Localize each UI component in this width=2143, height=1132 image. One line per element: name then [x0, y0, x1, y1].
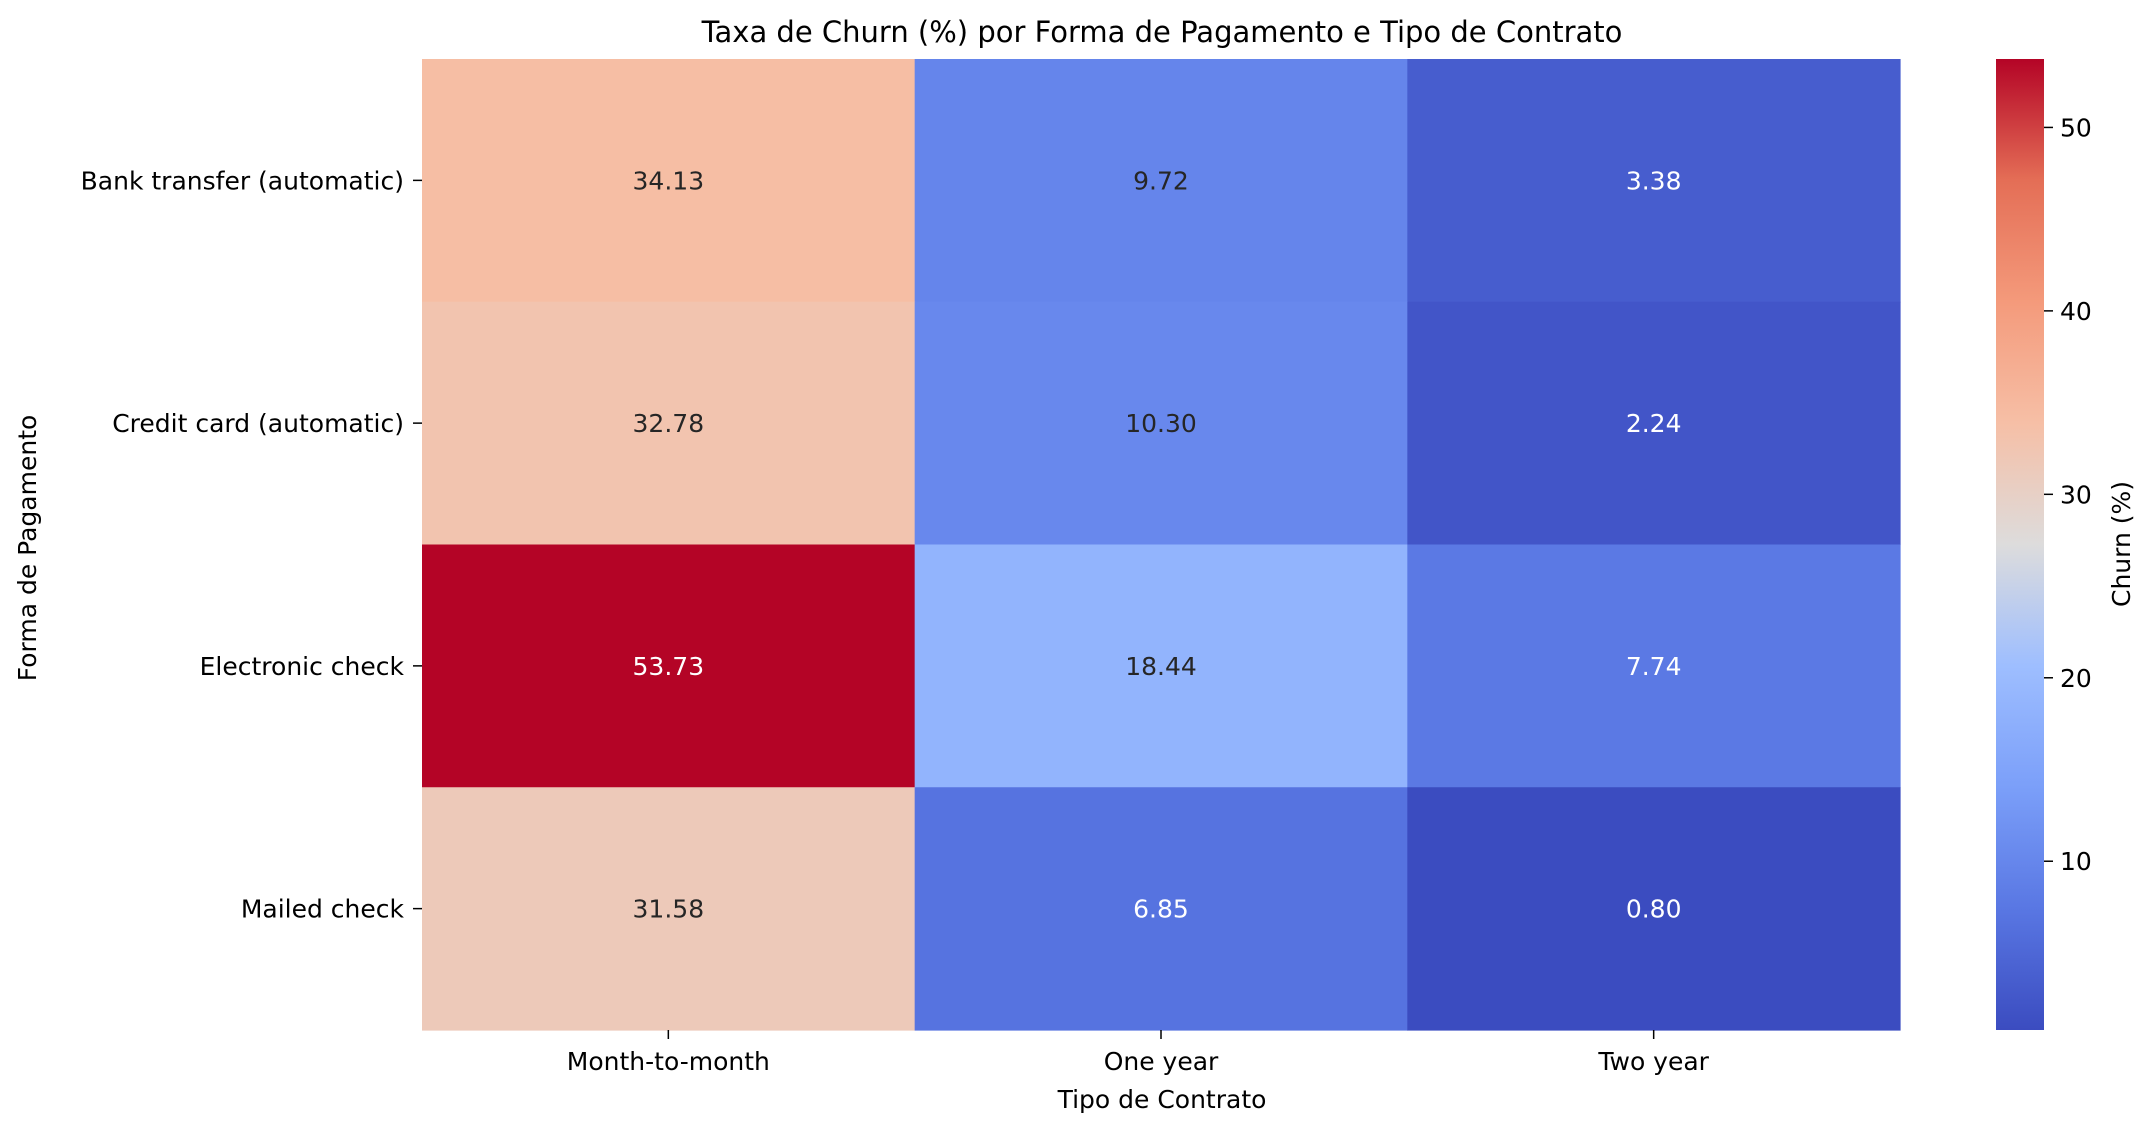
cell-value-label: 34.13	[633, 166, 705, 195]
cell-value-label: 10.30	[1125, 409, 1197, 438]
heatmap-cell	[914, 59, 1408, 303]
cell-value-labels: 34.13 9.72 3.38 32.78 10.30 2.24 53.73 18.44 7.7…	[633, 166, 1682, 923]
colorbar-tick-label: 30	[2060, 480, 2092, 509]
x-axis-label: Tipo de Contrato	[1057, 1085, 1267, 1114]
cell-value-label: 0.80	[1626, 895, 1682, 924]
heatmap-cell	[1407, 301, 1901, 546]
heatmap-cell	[914, 787, 1408, 1031]
cell-value-label: 18.44	[1125, 652, 1197, 681]
heatmap-cell	[422, 787, 916, 1031]
colorbar-ticks: 10 20 30 40 50	[2044, 113, 2092, 876]
heatmap-cell	[1407, 59, 1901, 303]
heatmap-cell	[1407, 544, 1901, 788]
heatmap-cells	[422, 59, 1901, 1031]
y-tick-label: Bank transfer (automatic)	[81, 166, 404, 195]
x-tick-label: Month-to-month	[567, 1047, 770, 1076]
colorbar: 10 20 30 40 50 Churn (%)	[1996, 59, 2136, 1030]
x-axis: Month-to-month One year Two year	[567, 1030, 1710, 1076]
cell-value-label: 2.24	[1626, 409, 1682, 438]
colorbar-tick-label: 10	[2060, 847, 2092, 876]
cell-value-label: 9.72	[1133, 166, 1189, 195]
heatmap-cell	[914, 301, 1408, 546]
heatmap-cell	[422, 544, 916, 788]
colorbar-tick-label: 40	[2060, 297, 2092, 326]
colorbar-label: Churn (%)	[2107, 481, 2136, 607]
y-axis: Bank transfer (automatic) Credit card (au…	[81, 166, 422, 924]
y-axis-label: Forma de Pagamento	[13, 415, 42, 682]
heatmap-cell	[422, 301, 916, 546]
x-tick-label: One year	[1104, 1047, 1219, 1076]
colorbar-tick-label: 20	[2060, 664, 2092, 693]
heatmap-cell	[422, 59, 916, 303]
chart-title: Taxa de Churn (%) por Forma de Pagamento…	[701, 15, 1623, 49]
cell-value-label: 53.73	[633, 652, 705, 681]
y-tick-label: Mailed check	[241, 895, 405, 924]
y-tick-label: Electronic check	[200, 652, 405, 681]
cell-value-label: 31.58	[633, 895, 705, 924]
heatmap-cell	[914, 544, 1408, 788]
heatmap-cell	[1407, 787, 1901, 1031]
colorbar-tick-label: 50	[2060, 113, 2092, 142]
y-tick-label: Credit card (automatic)	[112, 409, 404, 438]
x-tick-label: Two year	[1597, 1047, 1709, 1076]
cell-value-label: 32.78	[633, 409, 705, 438]
colorbar-gradient	[1996, 59, 2044, 1030]
cell-value-label: 6.85	[1133, 895, 1189, 924]
cell-value-label: 3.38	[1626, 166, 1682, 195]
cell-value-label: 7.74	[1626, 652, 1682, 681]
